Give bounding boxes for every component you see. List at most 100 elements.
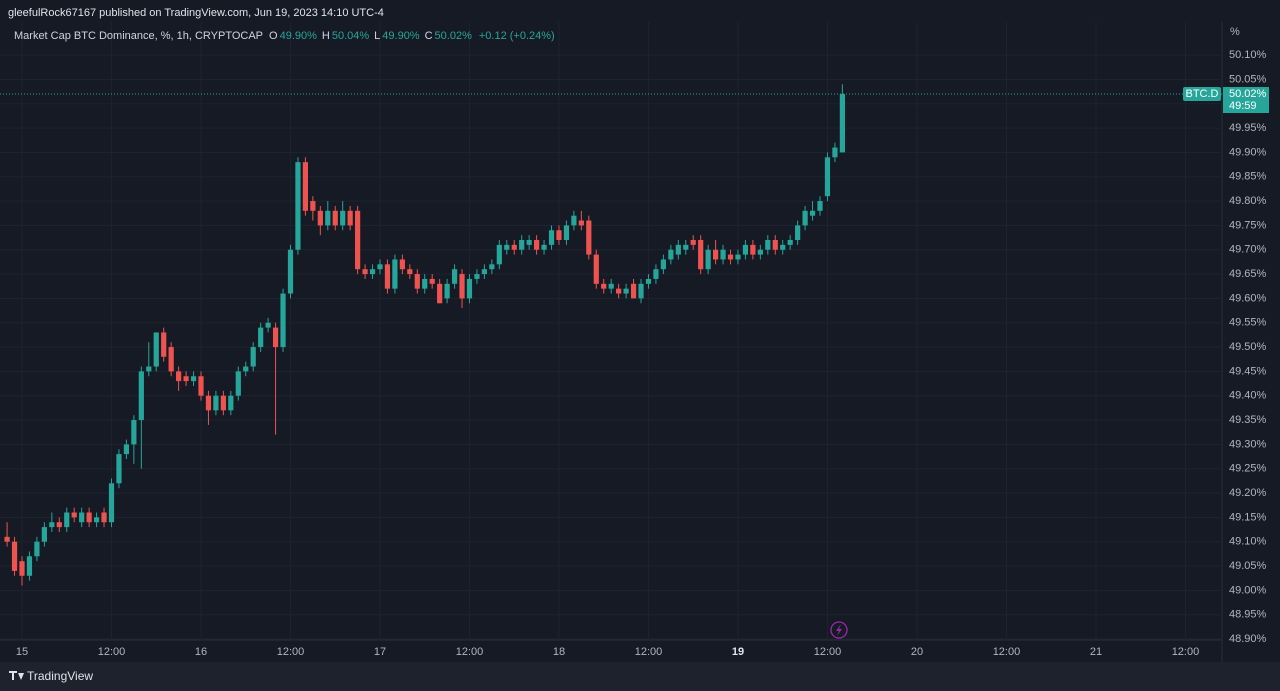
- y-tick-label: 49.75%: [1229, 219, 1267, 231]
- candle-body: [71, 512, 77, 518]
- header: gleefulRock67167 published on TradingVie…: [8, 7, 384, 19]
- candle-body: [534, 240, 540, 250]
- candle-body: [638, 283, 644, 299]
- candle-body: [474, 274, 480, 279]
- candle-body: [235, 371, 241, 396]
- x-tick-label: 19: [732, 646, 744, 658]
- footer-logo: [9, 671, 24, 680]
- candle-body: [586, 220, 592, 255]
- candle-body: [183, 376, 189, 382]
- candle-body: [795, 225, 801, 241]
- candle-body: [161, 332, 167, 357]
- candle-body: [839, 94, 845, 153]
- candle-body: [780, 244, 786, 250]
- candle-body: [123, 444, 130, 455]
- candle-body: [131, 420, 137, 445]
- y-tick-label: 49.10%: [1229, 536, 1267, 548]
- candle-body: [504, 244, 510, 250]
- candle-body: [340, 210, 346, 226]
- y-tick-label: 49.80%: [1229, 195, 1267, 207]
- candle-body: [101, 512, 107, 523]
- candle-body: [720, 249, 726, 260]
- y-tick-label: 49.55%: [1229, 317, 1267, 329]
- candle-body: [824, 157, 831, 197]
- candle-body: [317, 210, 323, 226]
- candle-body: [757, 249, 763, 255]
- candle-body: [362, 269, 368, 275]
- candle-body: [258, 327, 264, 348]
- legend-key: O: [269, 30, 278, 42]
- candle-body: [742, 244, 749, 255]
- candle-body: [750, 244, 756, 255]
- symbol-label: BTC.D: [1186, 88, 1219, 100]
- candle-body: [772, 240, 778, 250]
- countdown-label: 49:59: [1229, 100, 1257, 112]
- event-icon[interactable]: [830, 621, 848, 639]
- candle-body: [653, 269, 659, 279]
- candle-body: [414, 274, 420, 289]
- candle-body: [817, 201, 823, 211]
- candle-body: [668, 249, 674, 260]
- candle-body: [496, 244, 502, 265]
- candle-body: [392, 259, 398, 289]
- candle-body: [489, 264, 495, 270]
- x-tick-label: 12:00: [277, 646, 305, 658]
- x-tick-label: 12:00: [814, 646, 842, 658]
- x-tick-label: 12:00: [456, 646, 484, 658]
- price-label: 50.02%: [1229, 88, 1267, 100]
- candle-body: [466, 278, 473, 299]
- candle-body: [34, 541, 40, 557]
- y-tick-label: 49.45%: [1229, 365, 1267, 377]
- footer-bar: [0, 662, 1280, 691]
- candle-body: [26, 556, 33, 576]
- event-bolt: [836, 624, 842, 636]
- y-tick-label: 49.00%: [1229, 584, 1267, 596]
- candle-body: [444, 283, 450, 299]
- price-tag: [1223, 87, 1269, 114]
- y-tick-label: 49.40%: [1229, 390, 1267, 402]
- y-tick-label: 49.15%: [1229, 511, 1267, 523]
- candle-body: [332, 210, 338, 226]
- candle-body: [645, 278, 652, 284]
- candle-body: [347, 210, 353, 226]
- candle-body: [407, 269, 413, 275]
- candle-body: [556, 230, 562, 241]
- candle-body: [809, 210, 816, 216]
- candle-body: [369, 269, 376, 275]
- candle-body: [459, 274, 465, 299]
- y-tick-label: 50.05%: [1229, 73, 1267, 85]
- candle-body: [623, 288, 629, 294]
- candle-body: [541, 244, 547, 250]
- candle-body: [578, 220, 584, 226]
- x-tick-label: 20: [911, 646, 923, 658]
- candle-body: [765, 240, 771, 250]
- candle-body: [295, 162, 301, 250]
- legend-title: Market Cap BTC Dominance, %, 1h, CRYPTOC…: [14, 30, 263, 42]
- candle-body: [608, 283, 614, 289]
- x-tick-label: 12:00: [1172, 646, 1200, 658]
- candle-body: [526, 240, 532, 245]
- candle-body: [49, 522, 55, 528]
- candles: [4, 84, 845, 586]
- legend-value: 49.90%: [280, 30, 318, 42]
- x-tick-label: 21: [1090, 646, 1102, 658]
- candle-body: [481, 269, 487, 275]
- candle-body: [511, 244, 517, 250]
- candle-body: [116, 454, 122, 484]
- x-tick-label: 18: [553, 646, 565, 658]
- legend-key: C: [425, 30, 433, 42]
- footer-brand: TradingView: [27, 669, 93, 683]
- candle-body: [243, 366, 249, 372]
- candle-body: [384, 264, 391, 289]
- candle-body: [593, 254, 599, 284]
- candle-body: [660, 259, 666, 270]
- candle-body: [250, 347, 256, 367]
- candle-body: [198, 376, 204, 396]
- candle-body: [601, 283, 607, 289]
- legend-key: L: [374, 30, 380, 42]
- y-tick-label: 49.85%: [1229, 171, 1267, 183]
- y-tick-label: 49.70%: [1229, 244, 1267, 256]
- legend-value: 50.04%: [332, 30, 370, 42]
- x-tick-label: 17: [374, 646, 386, 658]
